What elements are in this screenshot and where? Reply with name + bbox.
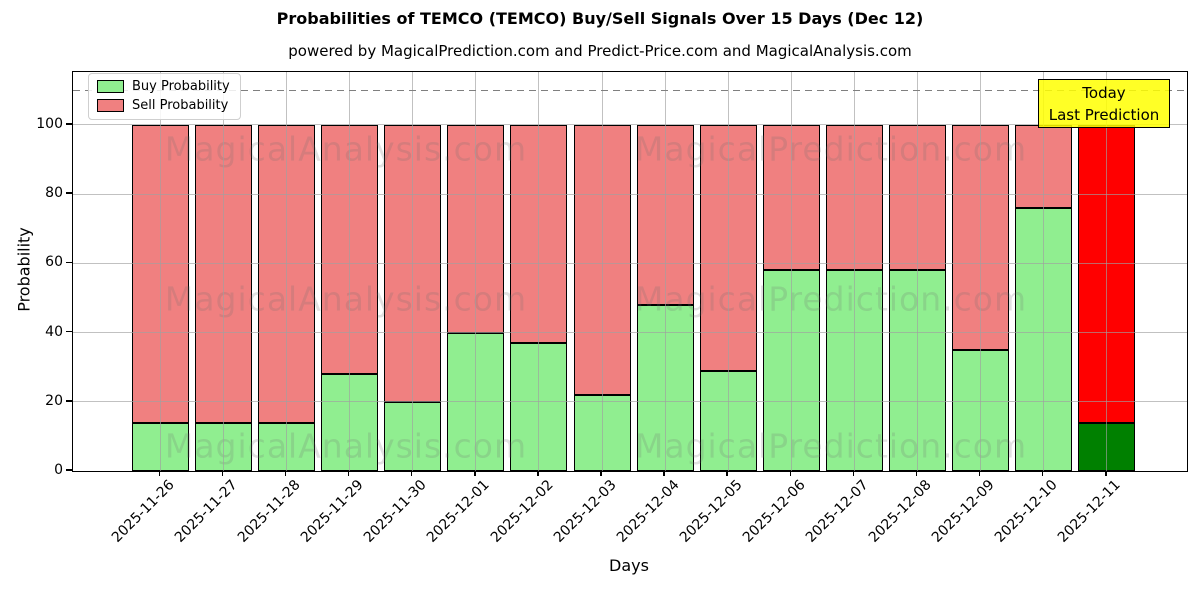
gridline-vertical	[538, 72, 540, 471]
gridline-vertical	[917, 72, 918, 471]
y-axis-tick-label: 60	[45, 254, 63, 271]
gridline-vertical	[349, 72, 351, 471]
x-axis-tick-mark	[221, 470, 224, 476]
x-axis-tick-label: 2025-12-09	[929, 477, 998, 546]
y-axis-tick-label: 100	[36, 115, 63, 132]
gridline-horizontal	[73, 262, 1187, 264]
chart-subtitle: powered by MagicalPrediction.com and Pre…	[288, 42, 912, 60]
gridline-horizontal	[73, 401, 1187, 403]
x-axis-tick-label: 2025-11-30	[361, 477, 431, 546]
x-axis-tick-mark	[789, 470, 792, 476]
x-axis-tick-mark	[284, 470, 287, 476]
y-axis-tick-mark	[66, 192, 72, 194]
legend-item-buy: Buy Probability	[97, 79, 230, 94]
x-axis-tick-mark	[1105, 470, 1107, 476]
y-axis-tick-mark	[66, 261, 72, 264]
gridline-vertical	[601, 72, 603, 471]
x-axis-tick-label: 2025-12-01	[424, 477, 494, 546]
x-axis-tick-label: 2025-11-29	[298, 477, 367, 546]
x-axis-tick-mark	[158, 470, 161, 476]
x-axis-tick-mark	[474, 470, 476, 476]
x-axis-tick-mark	[600, 470, 602, 476]
x-axis-tick-mark	[915, 470, 918, 476]
gridline-vertical	[1106, 72, 1108, 471]
legend-label-sell: Sell Probability	[132, 98, 229, 113]
gridline-vertical	[980, 72, 982, 471]
x-axis-tick-mark	[347, 470, 350, 476]
legend-swatch-sell	[97, 99, 124, 112]
y-axis-tick-mark	[66, 400, 72, 402]
legend-swatch-buy	[97, 80, 124, 93]
chart-title: Probabilities of TEMCO (TEMCO) Buy/Sell …	[276, 9, 924, 28]
dashed-threshold-line	[73, 89, 1187, 92]
watermark-text: MagicalAnalysis.com	[164, 129, 528, 169]
x-axis-tick-mark	[852, 470, 855, 476]
gridline-horizontal	[73, 332, 1187, 334]
legend: Buy Probability Sell Probability	[88, 73, 241, 120]
legend-item-sell: Sell Probability	[97, 98, 230, 113]
gridline-vertical	[853, 72, 855, 471]
x-axis-tick-label: 2025-12-10	[992, 477, 1062, 546]
x-axis-label: Days	[609, 556, 649, 575]
x-axis-tick-label: 2025-12-07	[802, 477, 872, 546]
y-axis-tick-label: 20	[45, 392, 63, 409]
y-axis-tick-label: 80	[45, 185, 63, 202]
gridline-vertical	[1043, 72, 1045, 471]
watermark-text: MagicalPrediction.com	[634, 129, 1028, 169]
y-axis-tick-label: 0	[54, 462, 63, 478]
gridline-horizontal	[73, 124, 1187, 126]
x-axis-tick-label: 2025-12-06	[739, 477, 809, 546]
gridline-vertical	[286, 72, 287, 471]
plot-area: MagicalAnalysis.com MagicalPrediction.com…	[72, 71, 1188, 472]
x-axis-tick-mark	[1041, 470, 1044, 476]
y-axis-tick-label: 40	[45, 323, 63, 340]
y-axis-tick-mark	[66, 469, 72, 471]
gridline-vertical	[412, 72, 414, 471]
x-axis-tick-label: 2025-11-27	[171, 477, 241, 546]
legend-label-buy: Buy Probability	[132, 79, 230, 94]
x-axis-tick-mark	[978, 470, 981, 476]
y-axis-tick-mark	[66, 330, 72, 333]
watermark-text: MagicalAnalysis.com	[164, 279, 528, 319]
gridline-vertical	[475, 72, 477, 471]
watermark-text: MagicalPrediction.com	[634, 426, 1028, 466]
x-axis-tick-mark	[663, 470, 665, 476]
x-axis-tick-label: 2025-12-05	[676, 477, 746, 546]
x-axis-tick-mark	[410, 470, 413, 476]
annotation-line-1: Today	[1082, 83, 1126, 102]
x-axis-tick-label: 2025-12-02	[487, 477, 557, 546]
gridline-vertical	[222, 72, 224, 471]
x-axis-tick-mark	[537, 470, 539, 476]
x-axis-tick-label: 2025-12-08	[865, 477, 935, 546]
x-axis-tick-mark	[726, 470, 728, 476]
x-axis-tick-label: 2025-11-26	[108, 477, 178, 546]
gridline-vertical	[664, 72, 666, 471]
gridline-vertical	[159, 72, 161, 471]
today-annotation: Today Last Prediction	[1038, 79, 1170, 128]
x-axis-tick-label: 2025-12-04	[613, 477, 683, 546]
watermark-text: MagicalAnalysis.com	[164, 426, 528, 466]
gridline-horizontal	[73, 193, 1187, 195]
gridline-vertical	[727, 72, 729, 471]
x-axis-tick-label: 2025-12-11	[1055, 477, 1125, 546]
gridline-vertical	[790, 72, 792, 471]
x-axis-tick-label: 2025-12-03	[550, 477, 620, 546]
x-axis-tick-label: 2025-11-28	[234, 477, 304, 546]
annotation-line-2: Last Prediction	[1048, 105, 1160, 124]
watermark-text: MagicalPrediction.com	[634, 279, 1028, 319]
y-axis-tick-mark	[66, 123, 72, 125]
